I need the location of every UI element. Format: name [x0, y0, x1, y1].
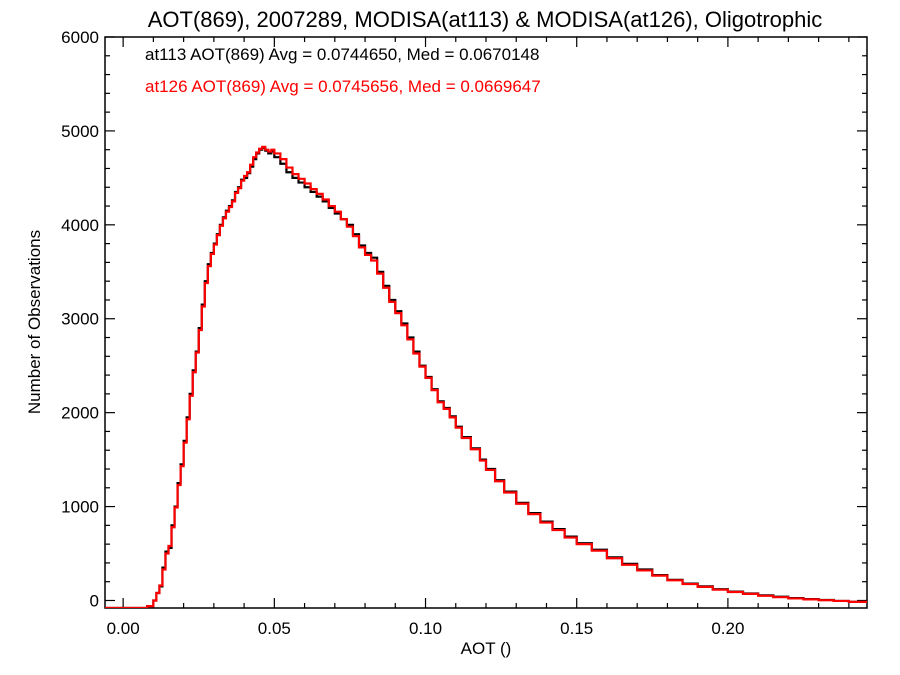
y-tick-label: 4000	[61, 216, 99, 235]
x-tick-label: 0.00	[107, 619, 140, 638]
x-tick-label: 0.10	[409, 619, 442, 638]
y-tick-label: 5000	[61, 122, 99, 141]
x-tick-label: 0.05	[258, 619, 291, 638]
plot-frame	[104, 36, 868, 609]
series-at113-histogram	[105, 146, 867, 608]
x-axis-label: AOT ()	[461, 639, 512, 658]
y-tick-label: 3000	[61, 310, 99, 329]
x-tick-label: 0.20	[711, 619, 744, 638]
legend-at113-stats: at113 AOT(869) Avg = 0.0744650, Med = 0.…	[145, 45, 539, 64]
series-at126-histogram	[105, 145, 867, 608]
legend-at126-stats: at126 AOT(869) Avg = 0.0745656, Med = 0.…	[145, 77, 541, 96]
chart-title: AOT(869), 2007289, MODISA(at113) & MODIS…	[148, 7, 823, 32]
x-tick-label: 0.15	[560, 619, 593, 638]
y-tick-label: 1000	[61, 498, 99, 517]
y-axis-label: Number of Observations	[25, 230, 44, 414]
y-tick-label: 2000	[61, 404, 99, 423]
y-tick-label: 0	[90, 591, 99, 610]
y-tick-label: 6000	[61, 28, 99, 47]
